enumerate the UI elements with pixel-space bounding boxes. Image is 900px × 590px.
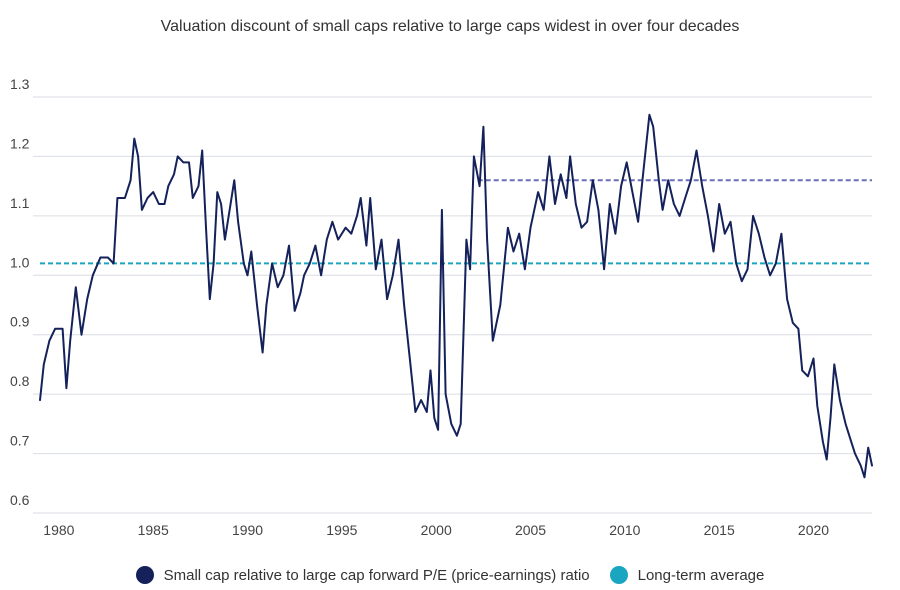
legend: Small cap relative to large cap forward …: [0, 566, 900, 584]
x-tick-label: 1980: [43, 522, 74, 538]
chart-title: Valuation discount of small caps relativ…: [160, 18, 740, 35]
series-line-pe-ratio: [39, 113, 873, 479]
x-axis-ticks: 1980 1985 1990 1995 2000 2005 2010 2015 2020: [43, 522, 829, 538]
y-tick-label: 0.9: [10, 314, 30, 330]
x-tick-label: 2000: [421, 522, 452, 538]
x-tick-label: 1995: [326, 522, 357, 538]
line-chart: 1.3 1.2 1.1 1.0 0.9 0.8 0.7 0.6 1980 1985 1990 199…: [10, 76, 873, 538]
x-tick-label: 1985: [138, 522, 169, 538]
legend-label-ratio: Small cap relative to large cap forward …: [163, 566, 590, 584]
x-tick-label: 1990: [232, 522, 263, 538]
legend-label-average: Long-term average: [637, 566, 765, 584]
legend-swatch-ratio: [135, 566, 154, 584]
y-tick-label: 1.2: [10, 135, 30, 151]
y-tick-label: 0.7: [10, 433, 30, 449]
legend-item-average: Long-term average: [609, 566, 765, 584]
y-tick-label: 0.8: [10, 373, 30, 389]
x-tick-label: 2015: [704, 522, 735, 538]
y-tick-label: 1.3: [10, 76, 30, 92]
reference-lines: [40, 179, 872, 265]
x-tick-label: 2020: [798, 522, 829, 538]
y-tick-label: 1.0: [10, 254, 30, 270]
series-layer: [39, 113, 873, 479]
y-tick-label: 0.6: [10, 492, 30, 508]
x-tick-label: 2005: [515, 522, 546, 538]
y-axis-ticks: 1.3 1.2 1.1 1.0 0.9 0.8 0.7 0.6: [10, 76, 30, 508]
x-tick-label: 2010: [609, 522, 640, 538]
grid-lines: [33, 96, 872, 514]
y-tick-label: 1.1: [10, 195, 30, 211]
legend-swatch-average: [609, 566, 628, 584]
legend-item-ratio: Small cap relative to large cap forward …: [135, 566, 590, 584]
